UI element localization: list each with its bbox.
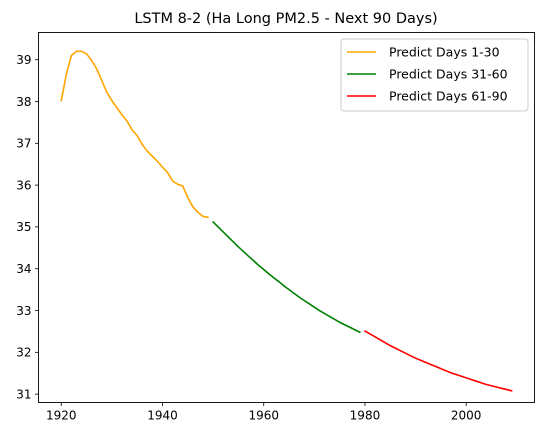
x-tick-label: 1960 — [248, 409, 279, 423]
y-tick-label: 38 — [16, 95, 31, 109]
legend: Predict Days 1-30 Predict Days 31-60 Predi… — [340, 38, 529, 112]
x-tick-label: 2000 — [451, 409, 482, 423]
series-lines — [60, 50, 513, 392]
legend-label-3: Predict Days 61-90 — [389, 89, 508, 104]
chart-title: LSTM 8-2 (Ha Long PM2.5 - Next 90 Days) — [134, 11, 437, 27]
y-tick-label: 32 — [16, 346, 31, 360]
y-tick-label: 34 — [16, 262, 31, 276]
y-tick-label: 31 — [16, 387, 31, 401]
series-line-1 — [60, 50, 209, 219]
y-axis: 31 32 33 34 35 36 37 38 39 — [16, 53, 39, 401]
x-tick-label: 1980 — [350, 409, 381, 423]
series-line-2 — [212, 221, 361, 334]
y-tick-label: 35 — [16, 220, 31, 234]
plot-frame — [38, 32, 535, 403]
x-tick-label: 1940 — [147, 409, 178, 423]
y-tick-label: 36 — [16, 178, 31, 192]
series-line-3 — [364, 330, 513, 392]
legend-label-2: Predict Days 31-60 — [389, 67, 508, 82]
y-tick-label: 33 — [16, 304, 31, 318]
y-tick-label: 39 — [16, 53, 31, 67]
x-axis: 1920 1940 1960 1980 2000 — [46, 402, 482, 423]
y-tick-label: 37 — [16, 137, 31, 151]
legend-label-1: Predict Days 1-30 — [389, 45, 500, 60]
x-tick-label: 1920 — [46, 409, 77, 423]
legend-box — [340, 38, 529, 112]
